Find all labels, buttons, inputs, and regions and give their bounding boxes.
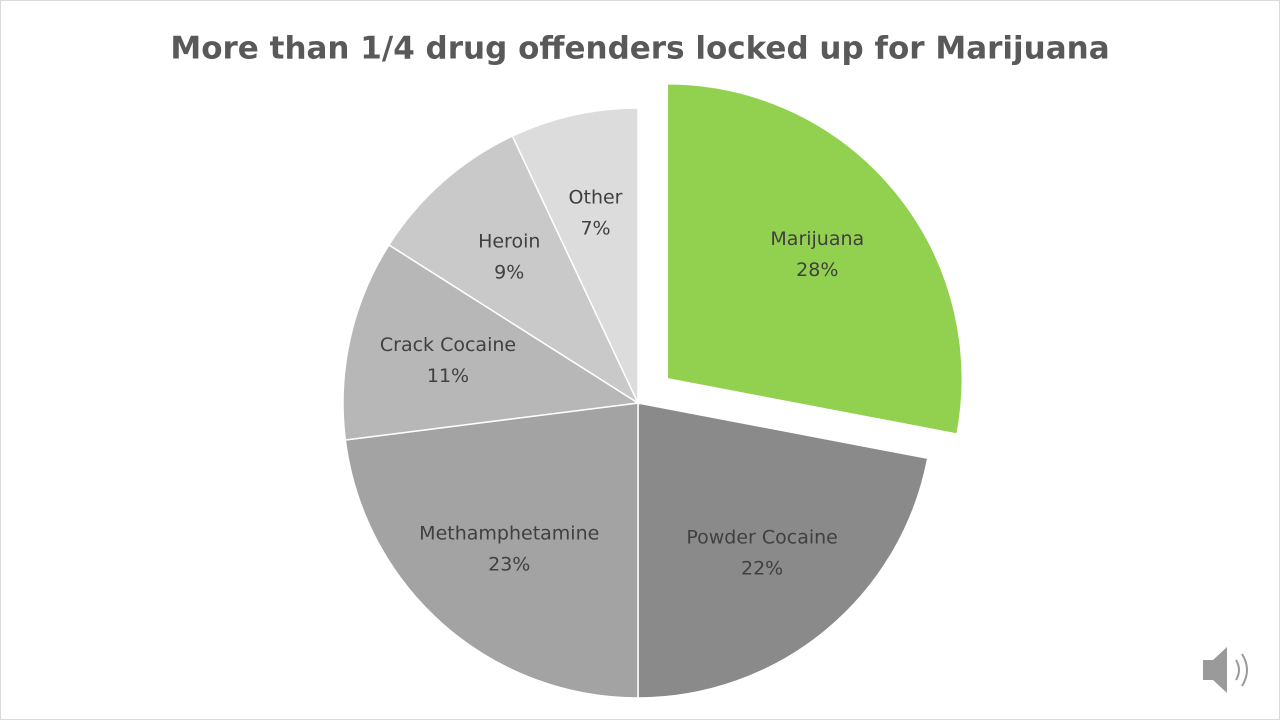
pie-slice bbox=[342, 243, 641, 441]
slice-label: Other bbox=[569, 186, 623, 208]
slice-label: Powder Cocaine bbox=[686, 527, 838, 549]
slice-value-label: 7% bbox=[580, 217, 610, 239]
slice-label: Methamphetamine bbox=[419, 523, 599, 545]
slice-value-label: 22% bbox=[741, 558, 783, 580]
pie-slice bbox=[344, 402, 639, 699]
pie-slice bbox=[637, 402, 929, 699]
pie-slice bbox=[387, 135, 640, 406]
pie-slice bbox=[511, 107, 639, 404]
chart-title: More than 1/4 drug offenders locked up f… bbox=[170, 31, 1109, 67]
slice-value-label: 11% bbox=[427, 365, 469, 387]
slice-value-label: 9% bbox=[494, 261, 524, 283]
pie-slice bbox=[666, 83, 964, 435]
slice-value-label: 28% bbox=[796, 259, 838, 281]
slice-label: Marijuana bbox=[770, 228, 864, 250]
slice-label: Crack Cocaine bbox=[380, 334, 516, 356]
slice-label: Heroin bbox=[478, 230, 540, 252]
slice-value-label: 23% bbox=[488, 554, 530, 576]
speaker-icon[interactable] bbox=[1203, 647, 1248, 693]
